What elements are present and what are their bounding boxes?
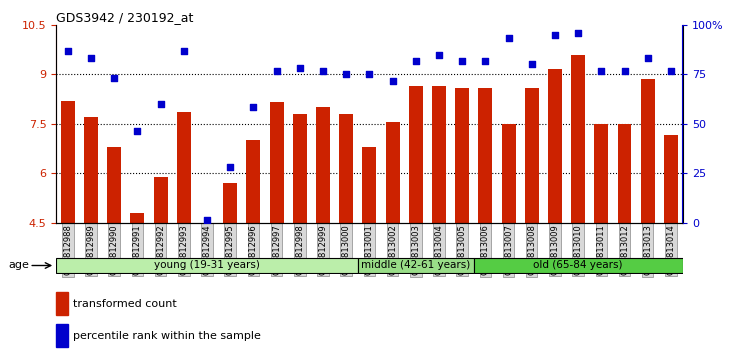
Point (271, 68, 283, 74)
Bar (154, 177, 167, 223)
Point (572, 30, 584, 36)
Point (363, 72, 375, 77)
Bar (525, 87, 538, 223)
Point (386, 78, 398, 84)
Bar (270, 102, 284, 223)
Bar (502, 124, 515, 223)
Text: young (19-31 years): young (19-31 years) (154, 261, 260, 270)
Point (479, 58, 491, 64)
Bar (572, 55, 585, 223)
Bar (664, 136, 678, 223)
Bar (130, 213, 145, 223)
Point (108, 75, 120, 80)
Point (619, 68, 631, 74)
Point (340, 72, 352, 77)
Bar (478, 87, 492, 223)
Bar (548, 69, 562, 223)
Point (224, 164, 236, 170)
Bar (56, 324, 68, 347)
Point (526, 62, 538, 67)
Bar (594, 124, 608, 223)
Bar (224, 183, 237, 223)
Bar (292, 114, 307, 223)
Point (596, 68, 608, 74)
Point (317, 68, 329, 74)
Bar (177, 112, 190, 223)
Text: old (65-84 years): old (65-84 years) (533, 261, 622, 270)
Bar (409, 86, 423, 223)
Bar (84, 117, 98, 223)
Bar (339, 114, 353, 223)
Text: age: age (8, 259, 29, 270)
FancyBboxPatch shape (474, 258, 682, 273)
Point (456, 58, 468, 64)
Point (642, 55, 654, 61)
Point (178, 48, 190, 54)
Bar (640, 79, 655, 223)
Bar (432, 86, 446, 223)
Bar (107, 147, 122, 223)
Bar (56, 292, 68, 315)
Bar (316, 107, 330, 223)
Bar (617, 124, 632, 223)
Bar (247, 141, 260, 223)
Point (549, 32, 561, 38)
Point (201, 217, 213, 223)
FancyBboxPatch shape (358, 258, 474, 273)
FancyBboxPatch shape (56, 258, 358, 273)
Point (503, 35, 515, 41)
Text: transformed count: transformed count (74, 299, 177, 309)
Point (248, 104, 259, 110)
Point (410, 58, 422, 64)
Point (62, 48, 74, 54)
Point (154, 101, 166, 107)
Text: middle (42-61 years): middle (42-61 years) (362, 261, 470, 270)
Text: GDS3942 / 230192_at: GDS3942 / 230192_at (56, 11, 194, 24)
Text: percentile rank within the sample: percentile rank within the sample (74, 331, 261, 341)
Point (131, 128, 143, 133)
Bar (61, 101, 75, 223)
Bar (455, 87, 469, 223)
Point (433, 52, 445, 57)
Point (85, 55, 97, 61)
Point (665, 68, 677, 74)
Bar (386, 122, 400, 223)
Bar (362, 147, 376, 223)
Point (294, 65, 306, 70)
